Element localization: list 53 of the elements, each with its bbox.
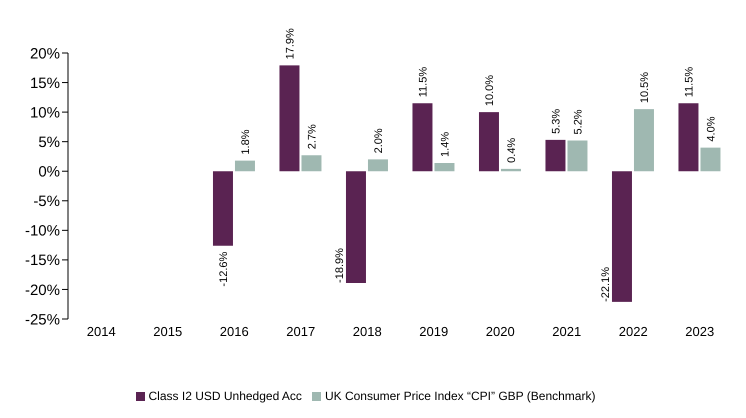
y-tick-label: -10% xyxy=(24,222,60,240)
bar xyxy=(478,112,499,172)
data-label: 11.5% xyxy=(417,66,430,98)
bar xyxy=(279,65,300,172)
y-tick-label: -25% xyxy=(24,311,60,328)
x-tick-label: 2020 xyxy=(486,324,515,340)
data-label: 17.9% xyxy=(284,28,296,60)
data-label: 5.2% xyxy=(572,109,584,134)
legend-label: Class I2 USD Unhedged Acc xyxy=(148,389,302,403)
y-tick-label: 5% xyxy=(38,134,60,151)
y-tick-label: 0% xyxy=(38,164,60,181)
data-label: -22.1% xyxy=(600,266,612,302)
bar xyxy=(434,162,454,172)
bar xyxy=(545,140,566,172)
y-tick-label: 15% xyxy=(30,74,60,92)
data-label: 1.8% xyxy=(240,129,252,155)
x-tick-label: 2019 xyxy=(419,324,448,340)
y-tick-label: -15% xyxy=(24,252,60,270)
y-tick-label: -5% xyxy=(33,193,60,210)
data-label: 10.5% xyxy=(638,72,651,104)
x-tick-label: 2014 xyxy=(86,324,116,340)
x-tick-label: 2021 xyxy=(552,324,582,340)
x-tick-label: 2018 xyxy=(352,324,382,340)
legend-label: UK Consumer Price Index “CPI” GBP (Benchmark) xyxy=(324,389,596,403)
bar xyxy=(678,103,698,172)
data-label: -18.9% xyxy=(334,248,346,283)
data-label: 0.4% xyxy=(506,138,518,163)
bar xyxy=(567,140,588,172)
bar xyxy=(212,171,233,246)
x-tick-label: 2022 xyxy=(618,324,648,340)
data-label: 4.0% xyxy=(705,116,718,142)
data-label: -12.6% xyxy=(218,251,230,287)
x-tick-label: 2016 xyxy=(220,324,249,340)
bar xyxy=(234,160,255,172)
y-tick-label: 20% xyxy=(30,45,60,62)
data-label: 1.4% xyxy=(439,132,452,157)
data-label: 2.7% xyxy=(306,124,318,150)
data-label: 5.3% xyxy=(550,108,562,134)
data-label: 10.0% xyxy=(484,74,496,106)
bar xyxy=(368,159,388,172)
bar xyxy=(700,148,720,172)
bar xyxy=(634,109,654,172)
x-tick-label: 2023 xyxy=(685,324,714,340)
y-tick-label: 10% xyxy=(30,104,60,122)
bar xyxy=(612,171,632,302)
x-tick-label: 2015 xyxy=(153,324,182,340)
data-label: 2.0% xyxy=(372,128,385,154)
bar xyxy=(346,171,366,283)
y-tick-label: -20% xyxy=(24,282,60,299)
bar xyxy=(301,155,322,172)
x-tick-label: 2017 xyxy=(286,324,316,340)
data-label: 11.5% xyxy=(683,66,696,98)
bar xyxy=(412,103,432,172)
